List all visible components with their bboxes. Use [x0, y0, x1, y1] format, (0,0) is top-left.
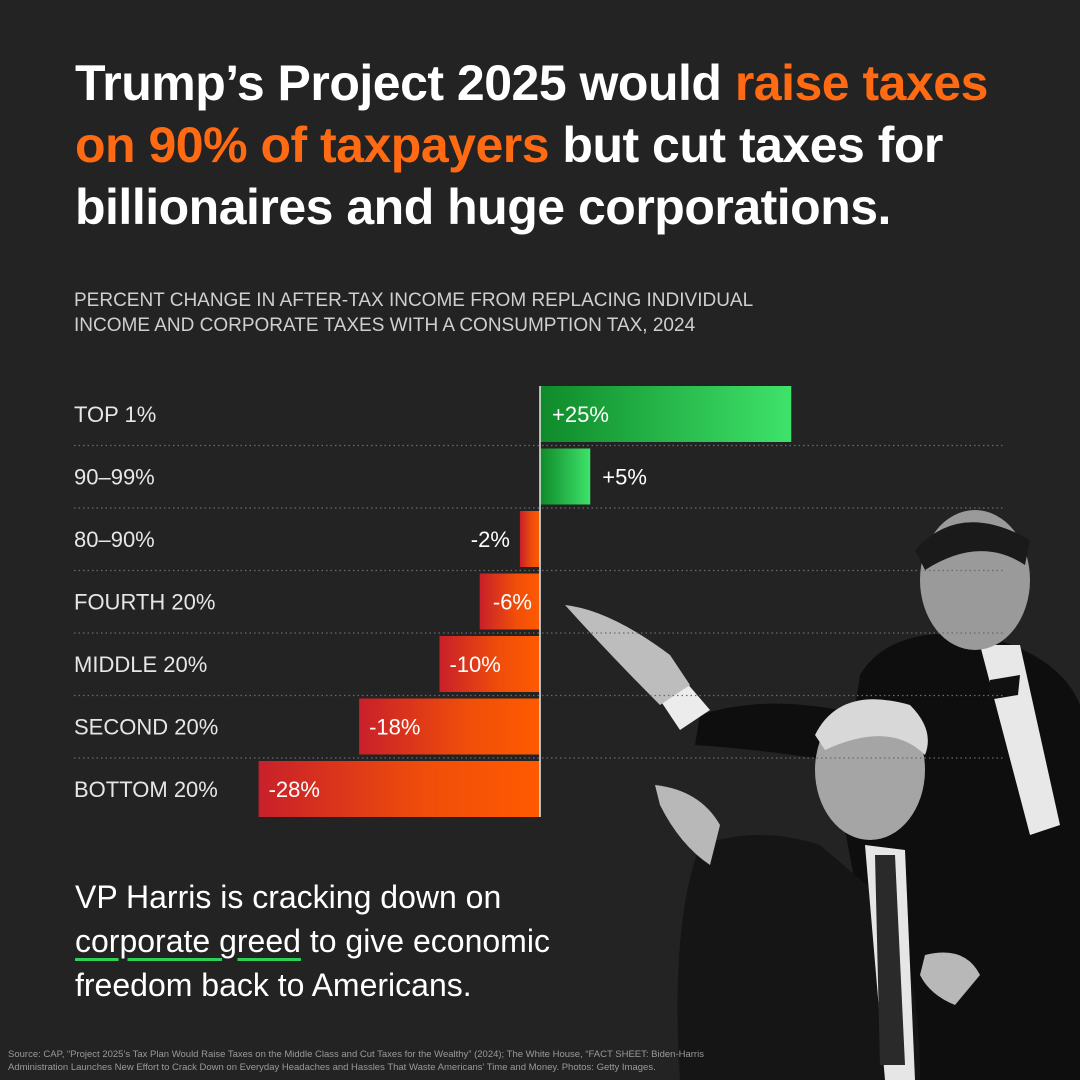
- photo-illustration: [565, 510, 1080, 1080]
- category-label: TOP 1%: [74, 402, 156, 427]
- bar: [359, 698, 540, 755]
- category-label: SECOND 20%: [74, 715, 218, 740]
- bar: [519, 511, 540, 567]
- category-label: BOTTOM 20%: [74, 777, 218, 802]
- body-underlined: corporate greed: [75, 923, 301, 959]
- category-label: 80–90%: [74, 527, 155, 552]
- value-label: -28%: [269, 777, 320, 802]
- body-line1: VP Harris is cracking down on: [75, 879, 502, 915]
- bar: [540, 386, 792, 442]
- headline: Trump’s Project 2025 would raise taxes o…: [75, 52, 1035, 238]
- category-label: FOURTH 20%: [74, 590, 215, 615]
- category-label: 90–99%: [74, 465, 155, 490]
- bar: [258, 761, 540, 817]
- bar: [479, 573, 540, 630]
- value-label: +25%: [552, 402, 609, 427]
- bar: [439, 636, 540, 692]
- bar-chart: TOP 1% +25% 90–99% +5% 80–90% -2% FOURTH 20% -6…: [74, 386, 1005, 817]
- source-citation: Source: CAP, “Project 2025’s Tax Plan Wo…: [8, 1049, 704, 1073]
- value-label: -18%: [369, 715, 420, 740]
- category-label: MIDDLE 20%: [74, 652, 207, 677]
- value-label: -10%: [450, 652, 501, 677]
- headline-part1: Trump’s Project 2025 would: [75, 55, 735, 111]
- headline-part2: but cut taxes for billionaires and huge …: [75, 117, 943, 235]
- value-label: -6%: [493, 590, 532, 615]
- body-line2: to give economic freedom back to America…: [75, 923, 550, 1003]
- headline-highlight: raise taxes on 90% of taxpayers: [75, 55, 988, 173]
- value-label: +5%: [602, 465, 647, 490]
- value-label: -2%: [471, 527, 510, 552]
- person-left-silhouette: [655, 699, 980, 1080]
- body-text: VP Harris is cracking down on corporate …: [75, 875, 615, 1007]
- bar: [540, 448, 591, 505]
- chart-title: PERCENT CHANGE IN AFTER-TAX INCOME FROM …: [74, 290, 753, 336]
